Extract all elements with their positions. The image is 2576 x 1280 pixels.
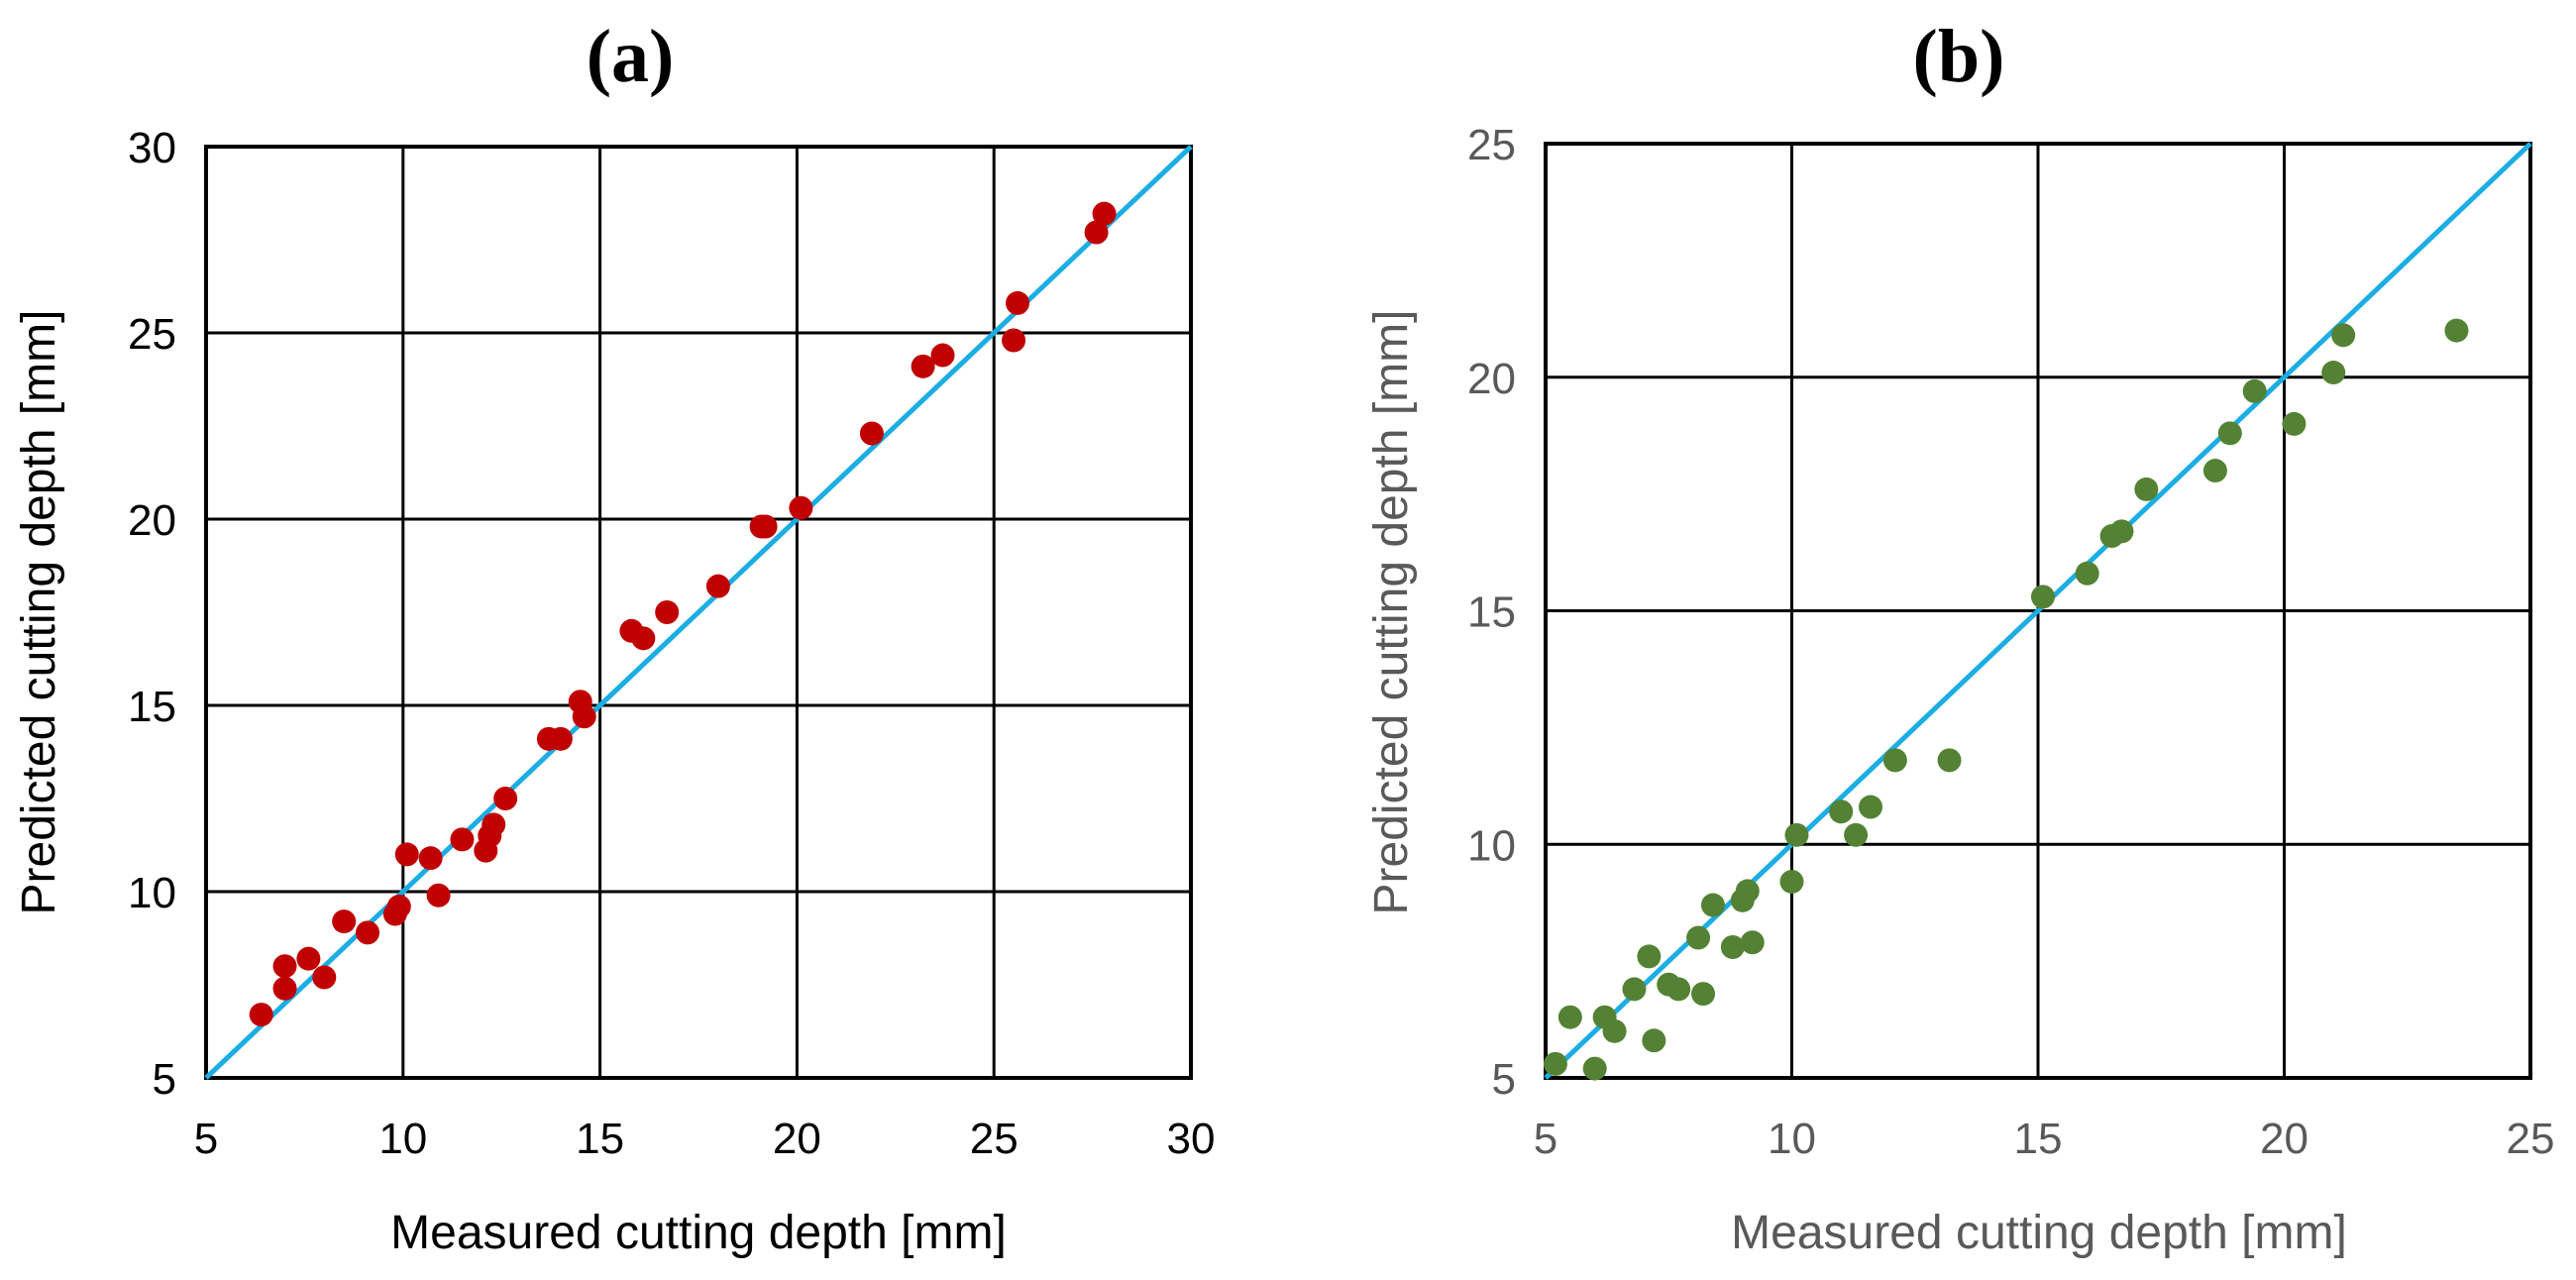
chart-a-data-point bbox=[418, 846, 443, 871]
chart-a-data-point bbox=[572, 704, 596, 729]
chart-b-x-tick-label: 5 bbox=[1534, 1115, 1557, 1163]
chart-a-panel-label: (a) bbox=[587, 15, 675, 98]
chart-b-data-point bbox=[1691, 982, 1716, 1007]
chart-b-x-tick-label: 25 bbox=[2507, 1115, 2555, 1163]
chart-a-data-point bbox=[249, 1003, 273, 1027]
chart-a: (a) 5 10 15 20 25 30 5 10 15 20 25 30 Measured cuttin… bbox=[13, 15, 1215, 1259]
chart-a-plot-frame bbox=[204, 145, 1193, 1080]
chart-a-data-point bbox=[272, 954, 297, 979]
chart-b-x-tick-label: 15 bbox=[2014, 1115, 2063, 1163]
chart-a-data-point bbox=[482, 812, 506, 837]
chart-b-data-point bbox=[1844, 822, 1869, 847]
chart-b-data-point bbox=[2030, 585, 2055, 609]
chart-a-x-axis-title: Measured cutting depth [mm] bbox=[390, 1207, 1007, 1259]
chart-b-data-point bbox=[1700, 893, 1725, 917]
chart-b-data-point bbox=[1937, 748, 1962, 773]
chart-b-data-point bbox=[2444, 318, 2469, 343]
chart-b-data-point bbox=[1859, 795, 1883, 819]
chart-a-y-tick-label: 15 bbox=[128, 683, 176, 731]
chart-b-y-tick-label: 20 bbox=[1467, 355, 1516, 403]
chart-b-data-point bbox=[2282, 411, 2307, 436]
chart-b-y-tick-label: 10 bbox=[1467, 821, 1516, 870]
chart-b-data-point bbox=[1602, 1018, 1627, 1043]
chart-a-y-tick-label: 30 bbox=[128, 124, 176, 172]
chart-a-x-tick-label: 30 bbox=[1167, 1115, 1216, 1163]
chart-a-data-point bbox=[356, 920, 380, 945]
chart-a-data-point bbox=[332, 909, 357, 934]
chart-a-data-point bbox=[753, 514, 778, 539]
chart-a-data-point bbox=[1002, 328, 1026, 353]
chart-b-x-tick-label: 20 bbox=[2260, 1115, 2308, 1163]
chart-b-data-point bbox=[1637, 944, 1662, 969]
chart-a-x-tick-label: 15 bbox=[576, 1115, 624, 1163]
chart-a-data-point bbox=[548, 726, 573, 751]
chart-a-data-point bbox=[386, 895, 411, 919]
chart-a-x-tick-label: 5 bbox=[194, 1115, 218, 1163]
chart-b-data-point bbox=[1686, 925, 1711, 950]
chart-b-panel-label: (b) bbox=[1913, 15, 2005, 98]
chart-a-data-point bbox=[296, 946, 321, 971]
chart-a-data-point bbox=[789, 495, 813, 520]
chart-b-y-tick-label: 5 bbox=[1492, 1055, 1516, 1104]
chart-a-data-point bbox=[631, 626, 656, 651]
chart-b-data-point bbox=[2075, 561, 2099, 586]
chart-b-data-point bbox=[1543, 1051, 1567, 1076]
chart-b-plot-frame bbox=[1544, 142, 2532, 1080]
chart-a-data-point bbox=[426, 883, 451, 907]
chart-b-x-axis-title: Measured cutting depth [mm] bbox=[1731, 1207, 2347, 1259]
chart-b-data-point bbox=[1784, 822, 1809, 847]
chart-b-data-point bbox=[1720, 934, 1745, 959]
chart-a-data-point bbox=[1092, 201, 1117, 226]
chart-b-y-axis-title: Predicted cutting depth [mm] bbox=[1365, 310, 1418, 915]
chart-a-x-tick-label: 25 bbox=[970, 1115, 1019, 1163]
chart-b-data-point bbox=[1582, 1056, 1607, 1081]
chart-a-data-point bbox=[1006, 290, 1030, 315]
chart-a-x-tick-label: 10 bbox=[378, 1115, 427, 1163]
chart-b-data-point bbox=[1642, 1028, 1666, 1053]
chart-a-data-point bbox=[1084, 220, 1109, 245]
chart-a-y-tick-label: 5 bbox=[153, 1055, 176, 1104]
chart-b-data-point bbox=[1557, 1005, 1582, 1029]
chart-b-data-point bbox=[1829, 800, 1854, 824]
chart-a-y-axis-title: Predicted cutting depth [mm] bbox=[13, 310, 65, 915]
chart-a-x-tick-label: 20 bbox=[773, 1115, 821, 1163]
chart-a-y-tick-label: 10 bbox=[128, 869, 176, 917]
chart-a-data-point bbox=[312, 965, 337, 990]
chart-b-data-point bbox=[1735, 879, 1760, 904]
chart-a-data-point bbox=[911, 354, 935, 378]
chart-a-data-point bbox=[493, 787, 518, 810]
chart-b-data-point bbox=[2217, 421, 2242, 446]
chart-a-data-point bbox=[394, 842, 419, 867]
chart-b-data-point bbox=[1882, 748, 1907, 773]
chart-a-data-point bbox=[272, 976, 297, 1001]
chart-b-y-tick-label: 25 bbox=[1467, 121, 1516, 169]
chart-a-data-point bbox=[930, 343, 955, 368]
chart-b-data-point bbox=[1779, 869, 1804, 894]
chart-b-x-tick-label: 10 bbox=[1768, 1115, 1816, 1163]
chart-a-data-point bbox=[859, 421, 884, 446]
chart-b-reference-line bbox=[1544, 142, 2532, 1080]
chart-b-y-tick-label: 15 bbox=[1467, 588, 1516, 637]
chart-a-data-point bbox=[450, 827, 475, 852]
chart-b: (b) 5 10 15 20 25 5 10 15 20 25 Measured cutting de… bbox=[1365, 15, 2554, 1259]
chart-b-data-point bbox=[2331, 323, 2356, 348]
chart-a-data-point bbox=[705, 574, 730, 598]
chart-b-data-point bbox=[1740, 930, 1765, 955]
chart-a-y-tick-label: 20 bbox=[128, 496, 176, 545]
chart-b-data-point bbox=[2202, 459, 2227, 483]
chart-a-data-point bbox=[655, 600, 680, 624]
chart-b-data-point bbox=[2134, 477, 2159, 501]
chart-b-data-point bbox=[2109, 519, 2134, 544]
chart-a-y-tick-label: 25 bbox=[128, 310, 176, 359]
chart-b-data-point bbox=[2321, 361, 2346, 385]
chart-b-data-point bbox=[2242, 378, 2267, 403]
chart-b-data-point bbox=[1666, 977, 1691, 1002]
chart-b-data-point bbox=[1622, 977, 1647, 1002]
chart-a-reference-line bbox=[204, 145, 1193, 1080]
